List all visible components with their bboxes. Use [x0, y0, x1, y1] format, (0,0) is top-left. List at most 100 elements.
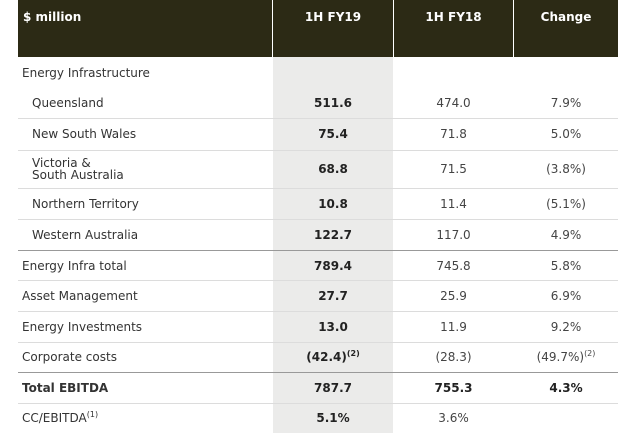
row-label: Asset Management	[22, 280, 272, 311]
label-text: New South Wales	[32, 127, 137, 141]
value-text: 11.4	[440, 196, 467, 211]
value-cell: 9.2%	[514, 311, 618, 342]
row-label: Queensland	[32, 88, 272, 118]
footnote-ref: (2)	[346, 349, 360, 358]
header-cell: 1H FY19	[273, 0, 393, 57]
row-divider	[18, 403, 618, 404]
value-cell: 789.4	[273, 250, 393, 281]
label-text: Queensland	[32, 96, 104, 110]
value-text: 71.5	[440, 162, 467, 176]
value-cell: 13.0	[273, 311, 393, 342]
header-cell: 1H FY18	[394, 0, 513, 57]
value-cell: 117.0	[394, 219, 513, 250]
value-text: 474.0	[436, 96, 471, 110]
value-text: 787.7	[314, 380, 352, 395]
value-cell: 7.9%	[514, 88, 618, 118]
value-text: 789.4	[314, 258, 352, 273]
header-text: 1H FY19	[304, 10, 362, 24]
row-divider	[18, 342, 618, 343]
value-cell: 71.5	[394, 150, 513, 188]
row-label: Total EBITDA	[22, 372, 272, 403]
value-cell: 6.9%	[514, 280, 618, 311]
label-text: Energy Investments	[22, 319, 143, 334]
row-label: Western Australia	[32, 219, 272, 250]
row-label: New South Wales	[32, 118, 272, 150]
footnote-ref: (1)	[86, 410, 99, 419]
value-text: (42.4)	[306, 350, 347, 364]
row-divider	[18, 219, 618, 220]
header-cell: $ million	[18, 0, 272, 57]
value-cell: 4.3%	[514, 372, 618, 403]
header-text: $ million	[23, 10, 82, 24]
value-cell: 25.9	[394, 280, 513, 311]
value-cell: 5.0%	[514, 118, 618, 150]
label-text: Northern Territory	[32, 196, 139, 211]
value-text: 3.6%	[438, 411, 469, 425]
value-text: (3.8%)	[546, 162, 586, 176]
value-text: 117.0	[436, 227, 471, 242]
row-divider	[18, 280, 618, 281]
value-cell: 3.6%	[394, 403, 513, 433]
label-text: Total EBITDA	[22, 380, 109, 395]
value-text: 745.8	[436, 258, 471, 273]
value-text: 122.7	[314, 227, 352, 242]
header-text: 1H FY18	[425, 10, 482, 24]
value-text: 68.8	[318, 162, 348, 176]
value-text: 4.3%	[549, 380, 583, 395]
value-text: 75.4	[318, 127, 348, 141]
value-cell: 474.0	[394, 88, 513, 118]
value-cell: 5.1%	[273, 403, 393, 433]
section-title-text: Energy Infrastructure	[22, 65, 150, 80]
header-cell: Change	[514, 0, 618, 57]
row-divider	[18, 150, 618, 151]
footnote-ref: (2)	[584, 349, 596, 358]
value-text: 11.9	[440, 319, 467, 334]
value-cell: 68.8	[273, 150, 393, 188]
value-cell: (49.7%)(2)	[514, 342, 618, 372]
value-cell: 511.6	[273, 88, 393, 118]
row-divider	[18, 188, 618, 189]
row-label: Corporate costs	[22, 342, 272, 372]
row-divider	[18, 311, 618, 312]
value-text: (49.7%)	[536, 350, 585, 364]
row-divider	[18, 118, 618, 119]
value-text: 511.6	[314, 96, 352, 110]
row-divider	[18, 250, 618, 251]
value-cell: 745.8	[394, 250, 513, 281]
label-text: Asset Management	[22, 288, 138, 303]
row-label: Victoria & South Australia	[32, 150, 272, 188]
label-text: Western Australia	[32, 227, 139, 242]
row-label: Energy Infra total	[22, 250, 272, 281]
label-text: South Australia	[32, 168, 124, 182]
value-text: 6.9%	[550, 288, 582, 303]
value-text: (28.3)	[435, 350, 472, 364]
value-cell: 75.4	[273, 118, 393, 150]
row-label: Northern Territory	[32, 188, 272, 219]
value-cell: 71.8	[394, 118, 513, 150]
value-cell: 5.8%	[514, 250, 618, 281]
label-text: Energy Infra total	[22, 258, 127, 273]
value-cell: 11.4	[394, 188, 513, 219]
value-text: 71.8	[440, 127, 467, 141]
value-cell: (5.1%)	[514, 188, 618, 219]
value-text: 5.1%	[316, 411, 350, 425]
value-cell: 27.7	[273, 280, 393, 311]
value-cell: 122.7	[273, 219, 393, 250]
value-text: 13.0	[318, 319, 348, 334]
row-label: Energy Investments	[22, 311, 272, 342]
value-cell: 11.9	[394, 311, 513, 342]
label-text: Victoria &	[32, 156, 91, 170]
value-text: 4.9%	[550, 227, 582, 242]
section-title: Energy Infrastructure	[22, 57, 272, 88]
value-text: 5.8%	[550, 258, 582, 273]
header-text: Change	[540, 10, 592, 24]
value-cell: (28.3)	[394, 342, 513, 372]
row-divider	[18, 372, 618, 373]
value-cell: (42.4)(2)	[273, 342, 393, 372]
value-cell: 4.9%	[514, 219, 618, 250]
value-text: 755.3	[434, 380, 473, 395]
value-cell: (3.8%)	[514, 150, 618, 188]
row-label: CC/EBITDA(1)	[22, 403, 272, 433]
value-text: 27.7	[318, 288, 348, 303]
